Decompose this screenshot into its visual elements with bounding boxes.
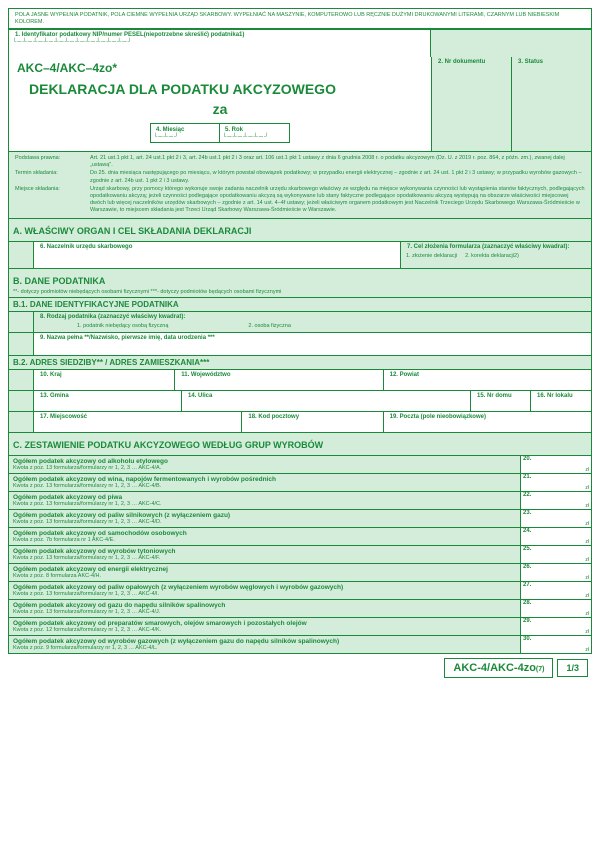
section-b2: B.2. ADRES SIEDZIBY** / ADRES ZAMIESZKAN… [9, 356, 591, 369]
section-c: C. ZESTAWIENIE PODATKU AKCYZOWEGO WEDŁUG… [13, 440, 323, 450]
za: za [9, 99, 431, 119]
field-15: 15. Nr domu [474, 392, 527, 400]
field-5: 5. Rok [222, 126, 287, 134]
footer: AKC-4/AKC-4zo(7) 1/3 [8, 654, 592, 682]
field-6: 6. Naczelnik urzędu skarbowego [37, 243, 397, 251]
table-row: Ogółem podatek akcyzowy od energii elekt… [9, 563, 591, 581]
top-note: POLA JASNE WYPEŁNIA PODATNIK, POLA CIEMN… [9, 9, 591, 28]
section-b-note: **- dotyczy podmiotów niebędących osobam… [13, 289, 587, 295]
table-row: Ogółem podatek akcyzowy od wyrobów gazow… [9, 635, 591, 653]
field-7: 7. Cel złożenia formularza (zaznaczyć wł… [404, 243, 588, 251]
table-row: Ogółem podatek akcyzowy od preparatów sm… [9, 617, 591, 635]
field-17: 17. Miejscowość [37, 413, 238, 421]
section-b: B. DANE PODATNIKA [13, 276, 105, 286]
field-10: 10. Kraj [37, 371, 171, 379]
field-9: 9. Nazwa pełna **/Nazwisko, pierwsze imi… [37, 334, 588, 342]
field-4: 4. Miesiąc [153, 126, 217, 134]
table-row: Ogółem podatek akcyzowy od wyrobów tyton… [9, 545, 591, 563]
field-13: 13. Gmina [37, 392, 178, 400]
form-title: DEKLARACJA DLA PODATKU AKCYZOWEGO [9, 79, 431, 99]
field-12: 12. Powiat [387, 371, 588, 379]
field-1-dots: └─┴─┴─┴─┴─┴─┴─┴─┴─┴─┴─┘ [12, 39, 427, 45]
field-8b: 2. osoba fizyczna [248, 323, 291, 329]
form-code: AKC–4/AKC–4zo* [9, 57, 431, 79]
page-num: 1/3 [557, 659, 588, 677]
table-row: Ogółem podatek akcyzowy od wina, napojów… [9, 473, 591, 491]
field-7a: 1. złożenie deklaracji [406, 253, 457, 259]
field-14: 14. Ulica [185, 392, 467, 400]
field-8a: 1. podatnik niebędący osobą fizyczną [77, 323, 168, 329]
table-row: Ogółem podatek akcyzowy od alkoholu etyl… [9, 455, 591, 473]
field-8: 8. Rodzaj podatnika (zaznaczyć właściwy … [37, 313, 588, 321]
field-3: 3. Status [515, 58, 588, 66]
field-16: 16. Nr lokalu [534, 392, 588, 400]
table-row: Ogółem podatek akcyzowy od paliw silniko… [9, 509, 591, 527]
field-7b: 2. korekta deklaracji2) [465, 253, 519, 259]
table-row: Ogółem podatek akcyzowy od samochodów os… [9, 527, 591, 545]
table-row: Ogółem podatek akcyzowy od piwaKwota z p… [9, 491, 591, 509]
field-1-label: 1. Identyfikator podatkowy NIP/numer PES… [12, 31, 427, 39]
field-11: 11. Województwo [178, 371, 379, 379]
field-2: 2. Nr dokumentu [435, 58, 508, 66]
section-b1: B.1. DANE IDENTYFIKACYJNE PODATNIKA [9, 298, 591, 311]
legal-block: Podstawa prawna:Art. 21 ust.1 pkt 1, art… [9, 151, 591, 218]
field-19: 19. Poczta (pole nieobowiązkowe) [387, 413, 588, 421]
table-row: Ogółem podatek akcyzowy od paliw opałowy… [9, 581, 591, 599]
section-a: A. WŁAŚCIWY ORGAN I CEL SKŁADANIA DEKLAR… [13, 226, 251, 236]
field-18: 18. Kod pocztowy [245, 413, 379, 421]
footer-sub: (7) [536, 666, 545, 673]
footer-code: AKC-4/AKC-4zo [453, 662, 536, 674]
table-row: Ogółem podatek akcyzowy od gazu do napęd… [9, 599, 591, 617]
form-container: POLA JASNE WYPEŁNIA PODATNIK, POLA CIEMN… [8, 8, 592, 654]
